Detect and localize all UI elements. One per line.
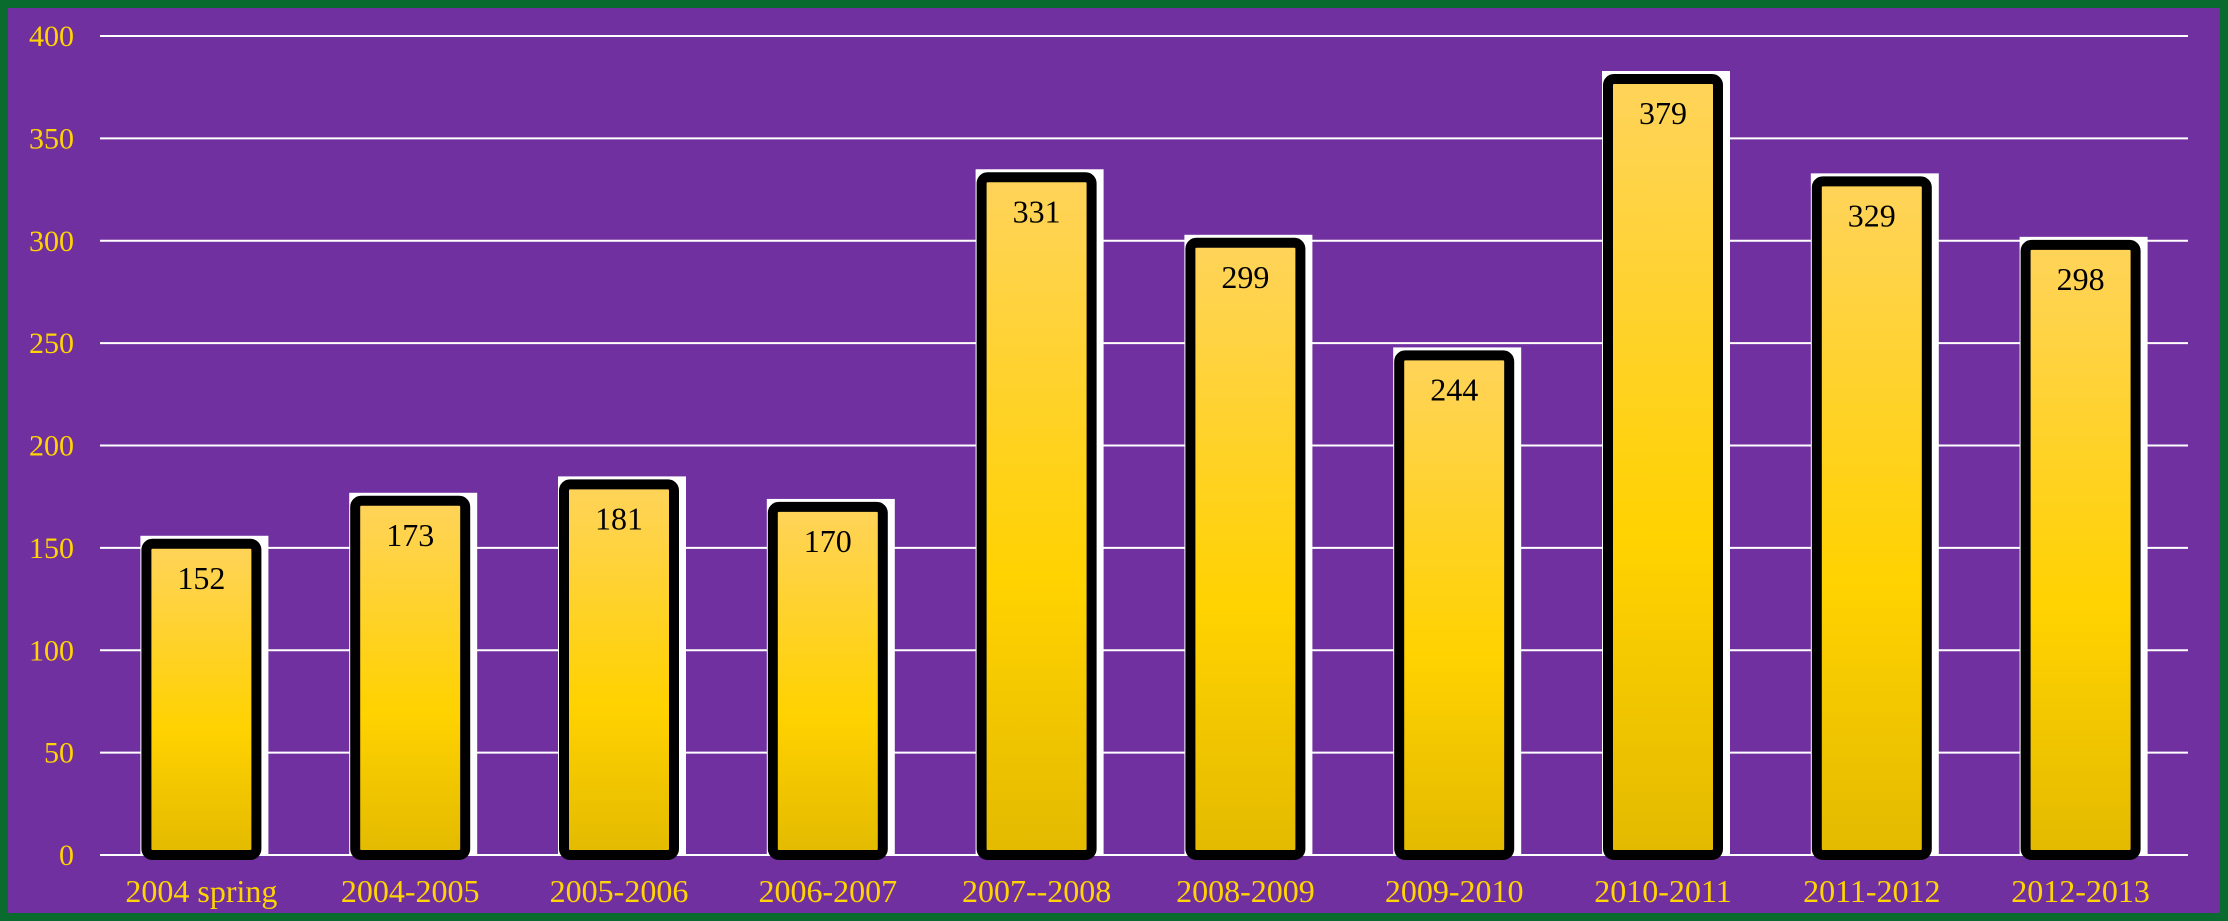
data-label: 331 <box>1013 193 1061 229</box>
y-tick-label: 300 <box>29 225 74 258</box>
x-tick-label: 2010-2011 <box>1594 873 1731 909</box>
bar-2006-2007 <box>767 501 888 860</box>
bar-2009-2010 <box>1394 350 1515 860</box>
bars: 152 173 181 170 331 299 244 379 329 298 <box>140 70 2148 861</box>
data-label: 244 <box>1430 371 1478 407</box>
x-tick-label: 2008-2009 <box>1176 873 1315 909</box>
y-tick-label: 0 <box>59 839 74 872</box>
x-axis: 2004 spring 2004-2005 2005-2006 2006-2007 20… <box>125 873 2150 909</box>
y-axis: 0 50 100 150 200 250 300 350 400 <box>29 20 74 872</box>
data-label: 298 <box>2057 261 2105 297</box>
x-tick-label: 2012-2013 <box>2011 873 2150 909</box>
data-label: 299 <box>1221 259 1269 295</box>
bar-2007--2008 <box>976 172 1097 860</box>
bar-2012-2013 <box>2020 239 2141 861</box>
data-label: 379 <box>1639 95 1687 131</box>
x-tick-label: 2004-2005 <box>341 873 480 909</box>
bar-2004-2005 <box>350 495 471 860</box>
y-tick-label: 250 <box>29 327 74 360</box>
data-label: 173 <box>386 517 434 553</box>
x-tick-label: 2004 spring <box>125 873 277 909</box>
y-tick-label: 50 <box>44 737 74 770</box>
x-tick-label: 2009-2010 <box>1385 873 1524 909</box>
y-tick-label: 400 <box>29 20 74 53</box>
y-tick-label: 150 <box>29 532 74 565</box>
x-tick-label: 2007--2008 <box>962 873 1111 909</box>
data-label: 181 <box>595 500 643 536</box>
bar-2004 spring <box>141 538 262 861</box>
data-label: 329 <box>1848 197 1896 233</box>
y-tick-label: 200 <box>29 430 74 463</box>
x-tick-label: 2011-2012 <box>1803 873 1940 909</box>
y-tick-label: 350 <box>29 122 74 155</box>
x-tick-label: 2006-2007 <box>758 873 897 909</box>
y-tick-label: 100 <box>29 634 74 667</box>
data-label: 152 <box>177 560 225 596</box>
data-label: 170 <box>804 523 852 559</box>
bar-2005-2006 <box>559 479 679 860</box>
x-tick-label: 2005-2006 <box>550 873 689 909</box>
bar-2011-2012 <box>1811 176 1932 860</box>
bar-2008-2009 <box>1185 237 1306 861</box>
bar-2010-2011 <box>1603 73 1723 860</box>
